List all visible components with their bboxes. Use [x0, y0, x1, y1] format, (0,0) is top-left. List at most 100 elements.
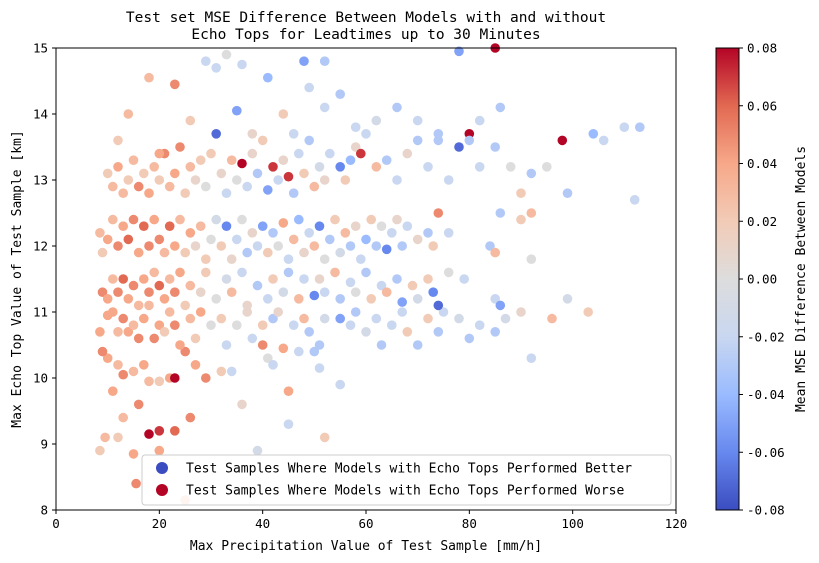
scatter-point: [376, 280, 387, 291]
scatter-point: [206, 320, 216, 331]
scatter-point: [263, 294, 273, 304]
scatter-point: [257, 320, 268, 331]
scatter-point: [247, 129, 258, 139]
y-axis: 8 9 10 11 12 13 14 15: [33, 41, 56, 518]
scatter-point: [211, 294, 221, 304]
scatter-point: [226, 287, 237, 298]
colorbar-tick-label: 0.08: [747, 41, 777, 56]
scatter-point: [433, 300, 444, 311]
scatter-point: [144, 188, 154, 198]
scatter-point: [128, 366, 139, 377]
scatter-point: [175, 214, 185, 225]
scatter-point: [629, 195, 640, 205]
scatter-point: [495, 208, 506, 218]
scatter-point: [392, 214, 402, 225]
scatter-point: [175, 267, 185, 278]
scatter-point: [387, 320, 397, 331]
scatter-point: [350, 307, 361, 317]
scatter-point: [159, 294, 170, 304]
scatter-point: [547, 313, 557, 324]
scatter-point: [542, 162, 552, 172]
scatter-point: [118, 412, 128, 423]
scatter-point: [350, 287, 361, 298]
scatter-point: [175, 340, 185, 350]
x-axis-label: Max Precipitation Value of Test Sample […: [190, 539, 542, 554]
scatter-point: [474, 115, 485, 126]
scatter-point: [433, 208, 444, 218]
legend: Test Samples Where Models with Echo Tops…: [141, 454, 672, 506]
scatter-point: [201, 267, 211, 278]
scatter-point: [278, 109, 289, 119]
scatter-point: [95, 445, 105, 456]
scatter-point: [149, 214, 159, 225]
scatter-point: [180, 188, 190, 198]
colorbar-tick-label: 0.04: [747, 156, 777, 171]
scatter-point: [278, 287, 289, 298]
scatter-point: [314, 274, 325, 284]
scatter-point: [345, 155, 356, 165]
scatter-point: [175, 142, 185, 152]
scatter-point: [108, 274, 118, 284]
scatter-point: [139, 221, 149, 231]
x-tick-label: 40: [255, 516, 270, 531]
scatter-point: [330, 214, 340, 225]
scatter-point: [190, 175, 201, 185]
scatter-point: [500, 313, 511, 324]
scatter-point: [288, 129, 299, 139]
scatter-point: [325, 148, 335, 159]
scatter-point: [257, 340, 268, 350]
scatter-point: [128, 449, 139, 459]
scatter-point: [133, 181, 144, 192]
scatter-point: [113, 327, 123, 337]
scatter-point: [335, 89, 346, 99]
scatter-point: [170, 241, 180, 251]
scatter-point: [100, 432, 110, 443]
scatter-point: [149, 267, 159, 278]
scatter-point: [294, 294, 304, 304]
scatter-point: [309, 241, 320, 251]
colorbar-ticks: 0.08 0.06 0.04 0.02 0.00 -0.02 -0.04 -0.06 -0.08: [739, 41, 785, 518]
scatter-point: [335, 379, 346, 390]
scatter-point: [412, 340, 423, 350]
scatter-point: [278, 343, 289, 354]
scatter-point: [283, 386, 294, 397]
scatter-point: [340, 228, 351, 238]
scatter-point: [443, 175, 454, 185]
scatter-point: [242, 300, 252, 311]
scatter-point: [195, 155, 206, 165]
scatter-point: [397, 297, 408, 307]
scatter-point: [268, 162, 278, 172]
scatter-point: [216, 366, 227, 377]
scatter-point: [412, 115, 423, 126]
scatter-point: [588, 129, 599, 139]
scatter-point: [139, 360, 149, 370]
scatter-point: [226, 155, 237, 165]
scatter-point: [428, 287, 439, 298]
scatter-point: [201, 56, 211, 66]
scatter-point: [392, 102, 402, 113]
scatter-point: [443, 228, 454, 238]
scatter-point: [268, 274, 278, 284]
scatter-point: [252, 280, 263, 291]
scatter-point: [412, 135, 423, 146]
scatter-point: [319, 313, 330, 324]
scatter-point: [314, 162, 325, 172]
scatter-point: [190, 241, 201, 251]
scatter-point: [526, 208, 537, 218]
scatter-point: [278, 218, 289, 228]
scatter-point: [350, 221, 361, 231]
scatter-point: [149, 162, 159, 172]
scatter-point: [407, 280, 418, 291]
scatter-point: [423, 313, 433, 324]
scatter-point: [392, 274, 402, 284]
scatter-point: [113, 432, 123, 443]
scatter-point: [423, 274, 433, 284]
scatter-point: [180, 346, 190, 357]
scatter-point: [495, 102, 506, 113]
chart-title-line-2: Echo Tops for Leadtimes up to 30 Minutes: [191, 27, 540, 43]
scatter-point: [139, 313, 149, 324]
scatter-point: [159, 327, 170, 337]
scatter-point: [232, 234, 242, 245]
scatter-point: [144, 429, 154, 439]
scatter-point: [299, 313, 309, 324]
